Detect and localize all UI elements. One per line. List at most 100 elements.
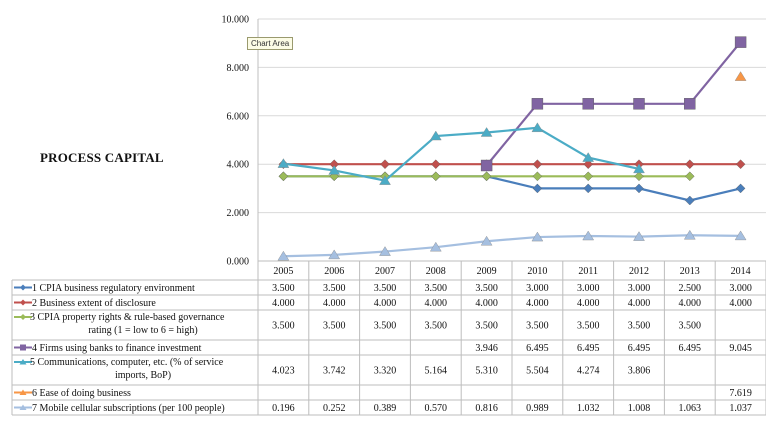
series-1-point [583,183,593,194]
series-7-value: 0.816 [475,403,498,414]
series-6-legend-marker [19,389,27,395]
chart-area-tooltip: Chart Area [247,37,294,50]
series-7-value: 0.252 [323,403,346,414]
series-3-point [634,171,644,182]
series-7-point [683,229,696,240]
series-7-value: 0.570 [425,403,448,414]
y-tick-label: 2.000 [227,208,250,219]
series-2-label: 2 Business extent of disclosure [32,298,156,309]
series-5-value: 3.320 [374,366,397,377]
series-7-line [283,234,741,258]
x-tick-label: 2008 [426,266,446,277]
series-2-value: 4.000 [272,298,295,309]
series-4-point [531,98,544,110]
y-tick-label: 8.000 [227,63,250,74]
series-7-point [379,246,391,256]
series-2-point [532,159,543,169]
series-1-value: 3.500 [272,283,295,294]
series-7-point [734,230,747,241]
series-7-value: 1.037 [729,403,752,414]
series-2-value: 4.000 [577,298,600,309]
series-7-value: 1.008 [628,403,651,414]
y-tick-label: 10.000 [222,15,250,26]
x-tick-label: 2007 [375,266,395,277]
series-3-value: 3.500 [425,321,448,332]
series-2-value: 4.000 [475,298,498,309]
series-7-legend-marker [19,404,27,410]
series-3-value: 3.500 [374,321,397,332]
series-5-point [582,152,595,162]
series-5-value: 4.274 [577,366,600,377]
series-1-point [634,183,644,194]
page-title: PROCESS CAPITAL [40,150,164,165]
series-3-value: 3.500 [526,321,549,332]
x-tick-label: 2010 [527,266,547,277]
series-4-point [480,159,493,172]
series-7-point [328,249,341,260]
series-6-point [734,71,747,81]
series-7-value: 1.063 [679,403,702,414]
series-5-value: 5.310 [475,366,498,377]
series-2-value: 4.000 [374,298,397,309]
series-2-value: 4.000 [628,298,651,309]
series-4-label: 4 Firms using banks to finance investmen… [32,343,202,354]
x-tick-label: 2012 [629,266,649,277]
series-1-value: 3.000 [729,283,752,294]
series-5-legend-marker [19,359,27,365]
series-3-value: 3.500 [679,321,702,332]
series-1-value: 3.000 [526,283,549,294]
series-3-value: 3.500 [272,321,295,332]
series-5-point [633,163,645,174]
series-1-label: 1 CPIA business regulatory environment [32,283,195,294]
series-1-value: 2.500 [679,283,702,294]
series-2-legend-marker [20,299,26,306]
series-4-point [734,36,747,48]
series-1-line [283,175,741,202]
series-3-point [481,171,492,182]
series-3-point [431,171,441,182]
series-3-point [583,171,593,182]
series-1-value: 3.500 [425,283,448,294]
series-1-point [685,195,695,206]
series-7-point [582,230,595,241]
series-2-value: 4.000 [679,298,702,309]
series-4-legend-marker [20,344,26,351]
series-1-value: 3.500 [323,283,346,294]
series-7-point [480,235,493,246]
y-tick-label: 0.000 [227,257,250,268]
series-5-label: imports, BoP) [115,370,171,381]
series-7-point [277,250,290,261]
series-4-value: 9.045 [729,343,752,354]
series-4-value: 6.495 [577,343,600,354]
series-4-point [684,98,696,110]
series-5-value: 3.742 [323,366,346,377]
series-3-value: 3.500 [323,321,346,332]
series-5-point [531,122,544,133]
series-3-point [532,171,543,182]
series-2-value: 4.000 [526,298,549,309]
series-3-label: 3 CPIA property rights & rule-based gove… [30,312,225,323]
series-7-point [429,241,442,252]
series-4-value: 6.495 [526,343,549,354]
series-2-point [685,159,695,169]
series-5-value: 5.164 [425,366,448,377]
series-2-value: 4.000 [729,298,752,309]
series-5-point [277,158,290,168]
series-1-value: 3.500 [475,283,498,294]
series-7-point [531,231,544,242]
series-3-value: 3.500 [628,321,651,332]
series-3-legend-marker [20,314,26,320]
series-7-point [633,231,645,241]
x-tick-label: 2011 [578,266,598,277]
series-2-point [583,159,593,169]
series-4-value: 3.946 [475,343,498,354]
x-tick-label: 2013 [680,266,700,277]
series-7-value: 0.989 [526,403,549,414]
series-2-point [735,159,746,169]
x-tick-label: 2005 [273,266,293,277]
series-5-line [283,126,640,182]
series-3-label: rating (1 = low to 6 = high) [88,325,197,336]
series-2-point [431,159,441,169]
